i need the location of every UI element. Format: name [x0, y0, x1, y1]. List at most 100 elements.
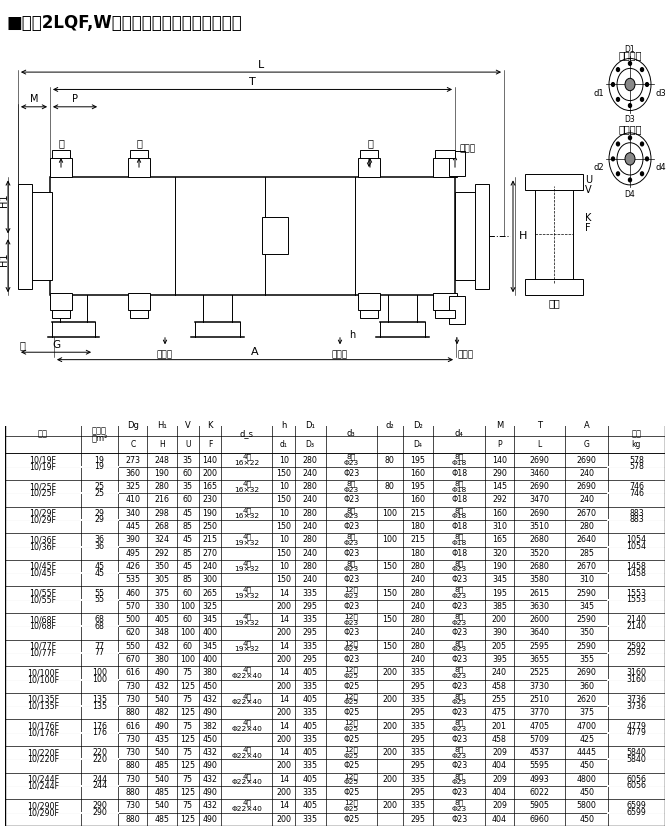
Text: 240: 240 [411, 628, 425, 637]
Text: Φ23: Φ23 [452, 726, 467, 732]
Text: 150: 150 [383, 615, 397, 624]
Text: 16×32: 16×32 [234, 513, 259, 520]
Text: 540: 540 [155, 774, 170, 784]
Text: 209: 209 [492, 774, 507, 784]
Text: 135: 135 [92, 701, 107, 710]
Circle shape [641, 98, 643, 101]
Circle shape [616, 98, 620, 101]
Text: 490: 490 [202, 815, 218, 823]
Text: 8孔: 8孔 [454, 481, 464, 487]
Text: 2590: 2590 [577, 588, 597, 598]
Text: 10/220F: 10/220F [27, 748, 59, 757]
Text: 335: 335 [411, 695, 425, 704]
Text: 150: 150 [276, 469, 291, 478]
Text: 280: 280 [303, 482, 318, 491]
Text: Φ22×40: Φ22×40 [231, 806, 262, 812]
Text: 80: 80 [385, 456, 395, 465]
Text: 3160: 3160 [626, 675, 647, 684]
Text: 405: 405 [303, 721, 318, 730]
Text: ■七、2LQF,W型冷却器尺寸示意图及尺寸表: ■七、2LQF,W型冷却器尺寸示意图及尺寸表 [7, 14, 243, 32]
Text: 45: 45 [183, 535, 193, 544]
Text: 150: 150 [276, 575, 291, 584]
Text: 335: 335 [303, 761, 318, 770]
Text: 10/25F: 10/25F [29, 482, 56, 491]
Text: Φ23: Φ23 [343, 602, 359, 611]
Bar [475, 183, 489, 289]
Text: 240: 240 [492, 668, 507, 677]
Text: 200: 200 [383, 802, 397, 810]
Text: 放油孔: 放油孔 [157, 350, 173, 359]
Text: 335: 335 [303, 708, 318, 717]
Text: Φ23: Φ23 [344, 513, 359, 520]
Text: 10/100F: 10/100F [27, 668, 59, 677]
Text: Φ23: Φ23 [343, 655, 359, 664]
Text: 10/135F: 10/135F [27, 695, 59, 704]
Text: 280: 280 [303, 535, 318, 544]
Text: 485: 485 [155, 761, 170, 770]
Text: Dg: Dg [127, 421, 139, 430]
Text: Φ23: Φ23 [451, 602, 467, 611]
Text: 60: 60 [183, 642, 193, 651]
Text: 335: 335 [411, 721, 425, 730]
Text: 495: 495 [125, 549, 141, 558]
Text: 55: 55 [94, 588, 105, 598]
Text: 换热面: 换热面 [92, 426, 107, 435]
Text: 10: 10 [279, 456, 289, 465]
Text: Φ23: Φ23 [344, 620, 359, 626]
Text: 200: 200 [383, 748, 397, 757]
Text: 2680: 2680 [530, 535, 549, 544]
Text: 2600: 2600 [529, 615, 549, 624]
Text: 2592: 2592 [626, 642, 647, 651]
Text: Φ25: Φ25 [344, 673, 359, 679]
Text: 水: 水 [58, 138, 64, 148]
Text: 10/45F: 10/45F [29, 569, 56, 578]
Bar [433, 158, 457, 178]
Text: 375: 375 [155, 588, 170, 598]
Text: 200: 200 [276, 602, 291, 611]
Circle shape [645, 83, 649, 86]
Text: 125: 125 [180, 788, 195, 797]
Text: Φ25: Φ25 [344, 779, 359, 785]
Text: 490: 490 [155, 668, 170, 677]
Text: 176: 176 [92, 721, 107, 730]
Text: 380: 380 [155, 655, 170, 664]
Bar [262, 217, 288, 254]
Text: 540: 540 [155, 748, 170, 757]
Text: Φ23: Φ23 [452, 753, 467, 759]
Text: 14: 14 [279, 615, 289, 624]
Text: 490: 490 [202, 788, 218, 797]
Text: 8孔: 8孔 [454, 560, 464, 567]
Text: Φ23: Φ23 [344, 460, 359, 466]
Text: 450: 450 [202, 681, 218, 691]
Text: 290: 290 [92, 808, 107, 817]
Text: 240: 240 [303, 549, 318, 558]
Text: 14: 14 [279, 588, 289, 598]
Text: 200: 200 [383, 774, 397, 784]
Text: 200: 200 [276, 815, 291, 823]
Text: 405: 405 [155, 615, 170, 624]
Text: 290: 290 [492, 469, 507, 478]
Text: 310: 310 [492, 522, 507, 531]
Text: 油口法兰: 油口法兰 [618, 50, 642, 60]
Text: 85: 85 [183, 549, 193, 558]
Text: Φ23: Φ23 [343, 496, 359, 505]
Text: 200: 200 [383, 668, 397, 677]
Text: Φ23: Φ23 [451, 681, 467, 691]
Text: 29: 29 [94, 509, 105, 518]
Text: 8孔: 8孔 [454, 640, 464, 647]
Text: 385: 385 [492, 602, 507, 611]
Text: F: F [208, 441, 212, 449]
Bar [449, 151, 465, 176]
Bar [50, 178, 455, 295]
Text: 10/68F: 10/68F [29, 615, 56, 624]
Text: 12孔: 12孔 [344, 799, 358, 806]
Text: V: V [585, 185, 592, 195]
Bar [449, 296, 465, 324]
Text: 36: 36 [94, 535, 105, 544]
Text: Φ25: Φ25 [343, 681, 359, 691]
Text: 100: 100 [92, 675, 107, 684]
Text: 325: 325 [202, 602, 218, 611]
Text: 335: 335 [411, 748, 425, 757]
Text: Φ23: Φ23 [452, 593, 467, 599]
Text: Φ23: Φ23 [343, 469, 359, 478]
